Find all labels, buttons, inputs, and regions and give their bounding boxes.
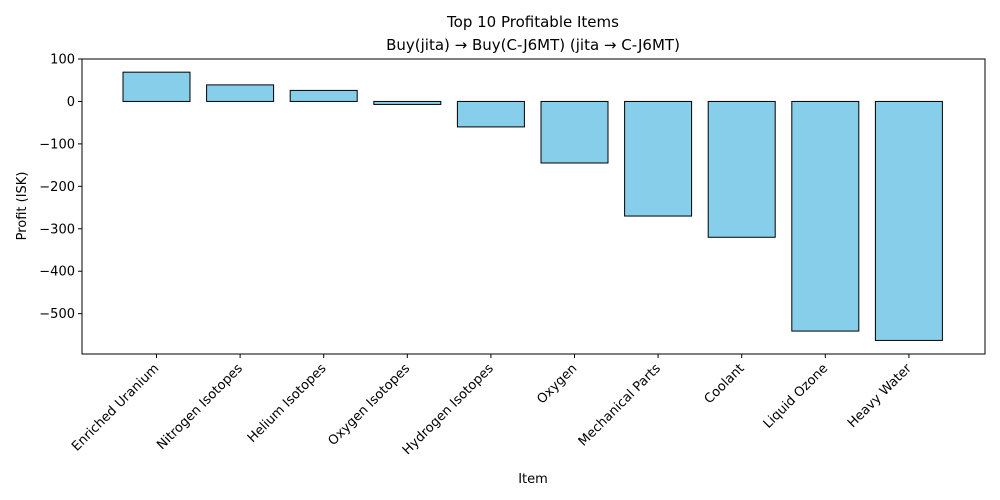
chart-title: Top 10 Profitable Items bbox=[446, 13, 619, 31]
y-tick-label: −200 bbox=[39, 180, 75, 195]
bar bbox=[289, 89, 358, 102]
bars-group bbox=[122, 71, 943, 341]
x-tick-label: Heavy Water bbox=[845, 361, 915, 431]
bar bbox=[540, 100, 609, 164]
bar bbox=[456, 100, 525, 128]
y-tick-label: −300 bbox=[39, 222, 75, 237]
y-tick-label: 0 bbox=[67, 95, 75, 110]
x-tick-label: Helium Isotopes bbox=[245, 361, 330, 446]
x-tick-label: Liquid Ozone bbox=[761, 361, 831, 431]
x-axis-label: Item bbox=[518, 472, 548, 487]
y-tick-label: 100 bbox=[50, 53, 75, 68]
bar bbox=[624, 100, 693, 217]
plot-frame bbox=[81, 58, 986, 355]
x-tick-label: Oxygen Isotopes bbox=[326, 361, 414, 449]
bar bbox=[122, 71, 191, 102]
x-tick-label: Oxygen bbox=[534, 361, 580, 407]
y-tick-label: −100 bbox=[39, 137, 75, 152]
bar bbox=[707, 100, 776, 238]
bar bbox=[206, 84, 275, 102]
x-tick-label: Hydrogen Isotopes bbox=[400, 361, 497, 458]
y-axis: 100 0 −100 −200 −300 −400 −500 bbox=[39, 53, 82, 322]
x-tick-label: Mechanical Parts bbox=[576, 361, 664, 449]
bar bbox=[874, 100, 943, 341]
x-tick-label: Coolant bbox=[702, 361, 748, 407]
x-tick-label: Enriched Uranium bbox=[69, 361, 162, 454]
bar bbox=[373, 100, 442, 105]
bar bbox=[791, 100, 860, 332]
y-axis-label: Profit (ISK) bbox=[15, 172, 30, 241]
y-tick-label: −400 bbox=[39, 265, 75, 280]
x-tick-label: Nitrogen Isotopes bbox=[154, 361, 246, 453]
y-tick-label: −500 bbox=[39, 307, 75, 322]
chart-subtitle: Buy(jita) → Buy(C-J6MT) (jita → C-J6MT) bbox=[386, 36, 680, 54]
